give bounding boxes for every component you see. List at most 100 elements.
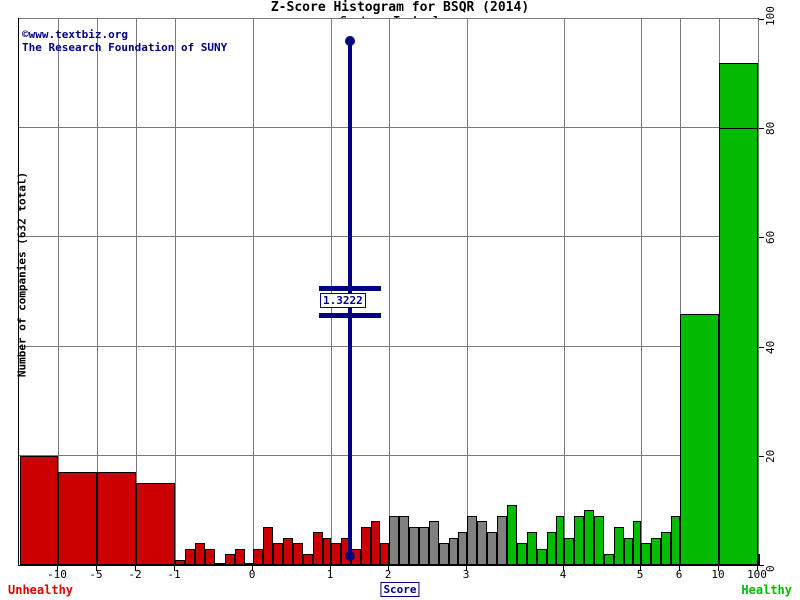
histogram-bar xyxy=(661,532,671,565)
histogram-bar xyxy=(449,537,458,565)
histogram-bar xyxy=(556,515,564,565)
x-tick-mark xyxy=(330,566,331,571)
gridline-vertical xyxy=(467,19,468,565)
gridline-vertical xyxy=(97,19,98,565)
histogram-bar xyxy=(273,543,283,565)
gridline-vertical xyxy=(758,19,759,565)
marker-bottom-dot xyxy=(345,551,355,561)
gridline-horizontal xyxy=(19,18,758,19)
gridline-vertical xyxy=(175,19,176,565)
histogram-bar xyxy=(584,510,594,565)
x-axis-label-box: Score xyxy=(380,582,420,597)
histogram-bar xyxy=(235,548,245,565)
x-tick-mark xyxy=(466,566,467,571)
histogram-bar xyxy=(293,543,303,565)
histogram-bar xyxy=(361,526,371,565)
histogram-bar xyxy=(564,537,574,565)
histogram-bar xyxy=(313,532,323,565)
x-tick-label: 4 xyxy=(559,568,567,581)
x-tick-mark xyxy=(96,566,97,571)
x-tick-label: 1 xyxy=(326,568,334,581)
histogram-bar xyxy=(680,313,719,565)
y-tick-label: 100 xyxy=(764,6,777,26)
x-tick-mark xyxy=(679,566,680,571)
histogram-bar xyxy=(136,483,175,565)
x-tick-label: 3 xyxy=(462,568,470,581)
gridline-vertical xyxy=(136,19,137,565)
histogram-bar xyxy=(467,515,477,565)
x-tick-label: -2 xyxy=(128,568,142,581)
gridline-vertical xyxy=(253,19,254,565)
histogram-bar xyxy=(758,554,760,565)
histogram-bar xyxy=(641,543,651,565)
gridline-vertical xyxy=(641,19,642,565)
x-tick-label: 5 xyxy=(636,568,644,581)
y-tick-mark xyxy=(759,237,764,239)
y-tick-label: 40 xyxy=(764,340,777,354)
gridline-vertical xyxy=(58,19,59,565)
histogram-bar xyxy=(371,521,380,565)
x-tick-mark xyxy=(57,566,58,571)
y-tick-label: 20 xyxy=(764,449,777,463)
healthy-label: Healthy xyxy=(741,583,792,597)
marker-lower-whisker xyxy=(319,313,381,318)
x-tick-label: 2 xyxy=(384,568,392,581)
marker-top-dot xyxy=(345,36,355,46)
histogram-bar xyxy=(487,532,497,565)
unhealthy-label: Unhealthy xyxy=(8,583,74,597)
histogram-bar xyxy=(574,515,584,565)
credit-line-1: ©www.textbiz.org xyxy=(22,28,128,41)
histogram-bar xyxy=(97,472,136,565)
x-tick-mark xyxy=(640,566,641,571)
histogram-bar xyxy=(719,128,758,565)
gridline-vertical xyxy=(331,19,332,565)
y-tick-mark xyxy=(759,346,764,348)
page-title: Z-Score Histogram for BSQR (2014) xyxy=(270,0,530,15)
histogram-bar xyxy=(225,554,235,565)
histogram-bar xyxy=(263,526,273,565)
gridline-horizontal xyxy=(19,454,758,456)
copyright-credit: ©www.textbiz.org The Research Foundation… xyxy=(22,28,227,54)
histogram-bar xyxy=(517,543,527,565)
histogram-bar xyxy=(614,526,624,565)
y-axis-label: Number of companies (632 total) xyxy=(15,171,29,378)
histogram-bar xyxy=(477,521,487,565)
x-tick-label: 100 xyxy=(747,568,767,581)
histogram-bar xyxy=(527,532,537,565)
histogram-bar xyxy=(439,543,449,565)
gridline-horizontal xyxy=(19,345,758,347)
gridline-vertical xyxy=(680,19,681,565)
histogram-bar xyxy=(429,521,439,565)
histogram-bar xyxy=(205,548,215,565)
histogram-bar xyxy=(547,532,556,565)
x-tick-label: 10 xyxy=(711,568,725,581)
histogram-bar xyxy=(409,526,419,565)
x-tick-mark xyxy=(388,566,389,571)
marker-upper-whisker xyxy=(319,286,381,291)
y-tick-mark xyxy=(759,565,764,566)
gridline-vertical xyxy=(389,19,390,565)
histogram-bar xyxy=(651,537,661,565)
y-tick-mark xyxy=(759,455,764,457)
histogram-bar xyxy=(175,559,185,565)
y-tick-mark xyxy=(759,19,764,20)
x-tick-mark xyxy=(718,566,719,571)
histogram-bar xyxy=(671,515,680,565)
x-tick-mark xyxy=(563,566,564,571)
histogram-bar xyxy=(399,515,409,565)
histogram-bar xyxy=(58,472,97,565)
histogram-bar xyxy=(20,455,58,565)
histogram-bar xyxy=(624,537,633,565)
gridline-horizontal xyxy=(19,236,758,238)
gridline-horizontal xyxy=(19,127,758,129)
histogram-bar xyxy=(215,563,225,565)
histogram-bar xyxy=(185,548,195,565)
y-tick-label: 80 xyxy=(764,121,777,136)
x-tick-mark xyxy=(174,566,175,571)
y-tick-label: 0 xyxy=(764,565,777,572)
gridline-vertical xyxy=(564,19,565,565)
marker-value-label: 1.3222 xyxy=(320,293,366,308)
histogram-bar xyxy=(245,563,253,565)
x-tick-label: -10 xyxy=(47,568,67,581)
